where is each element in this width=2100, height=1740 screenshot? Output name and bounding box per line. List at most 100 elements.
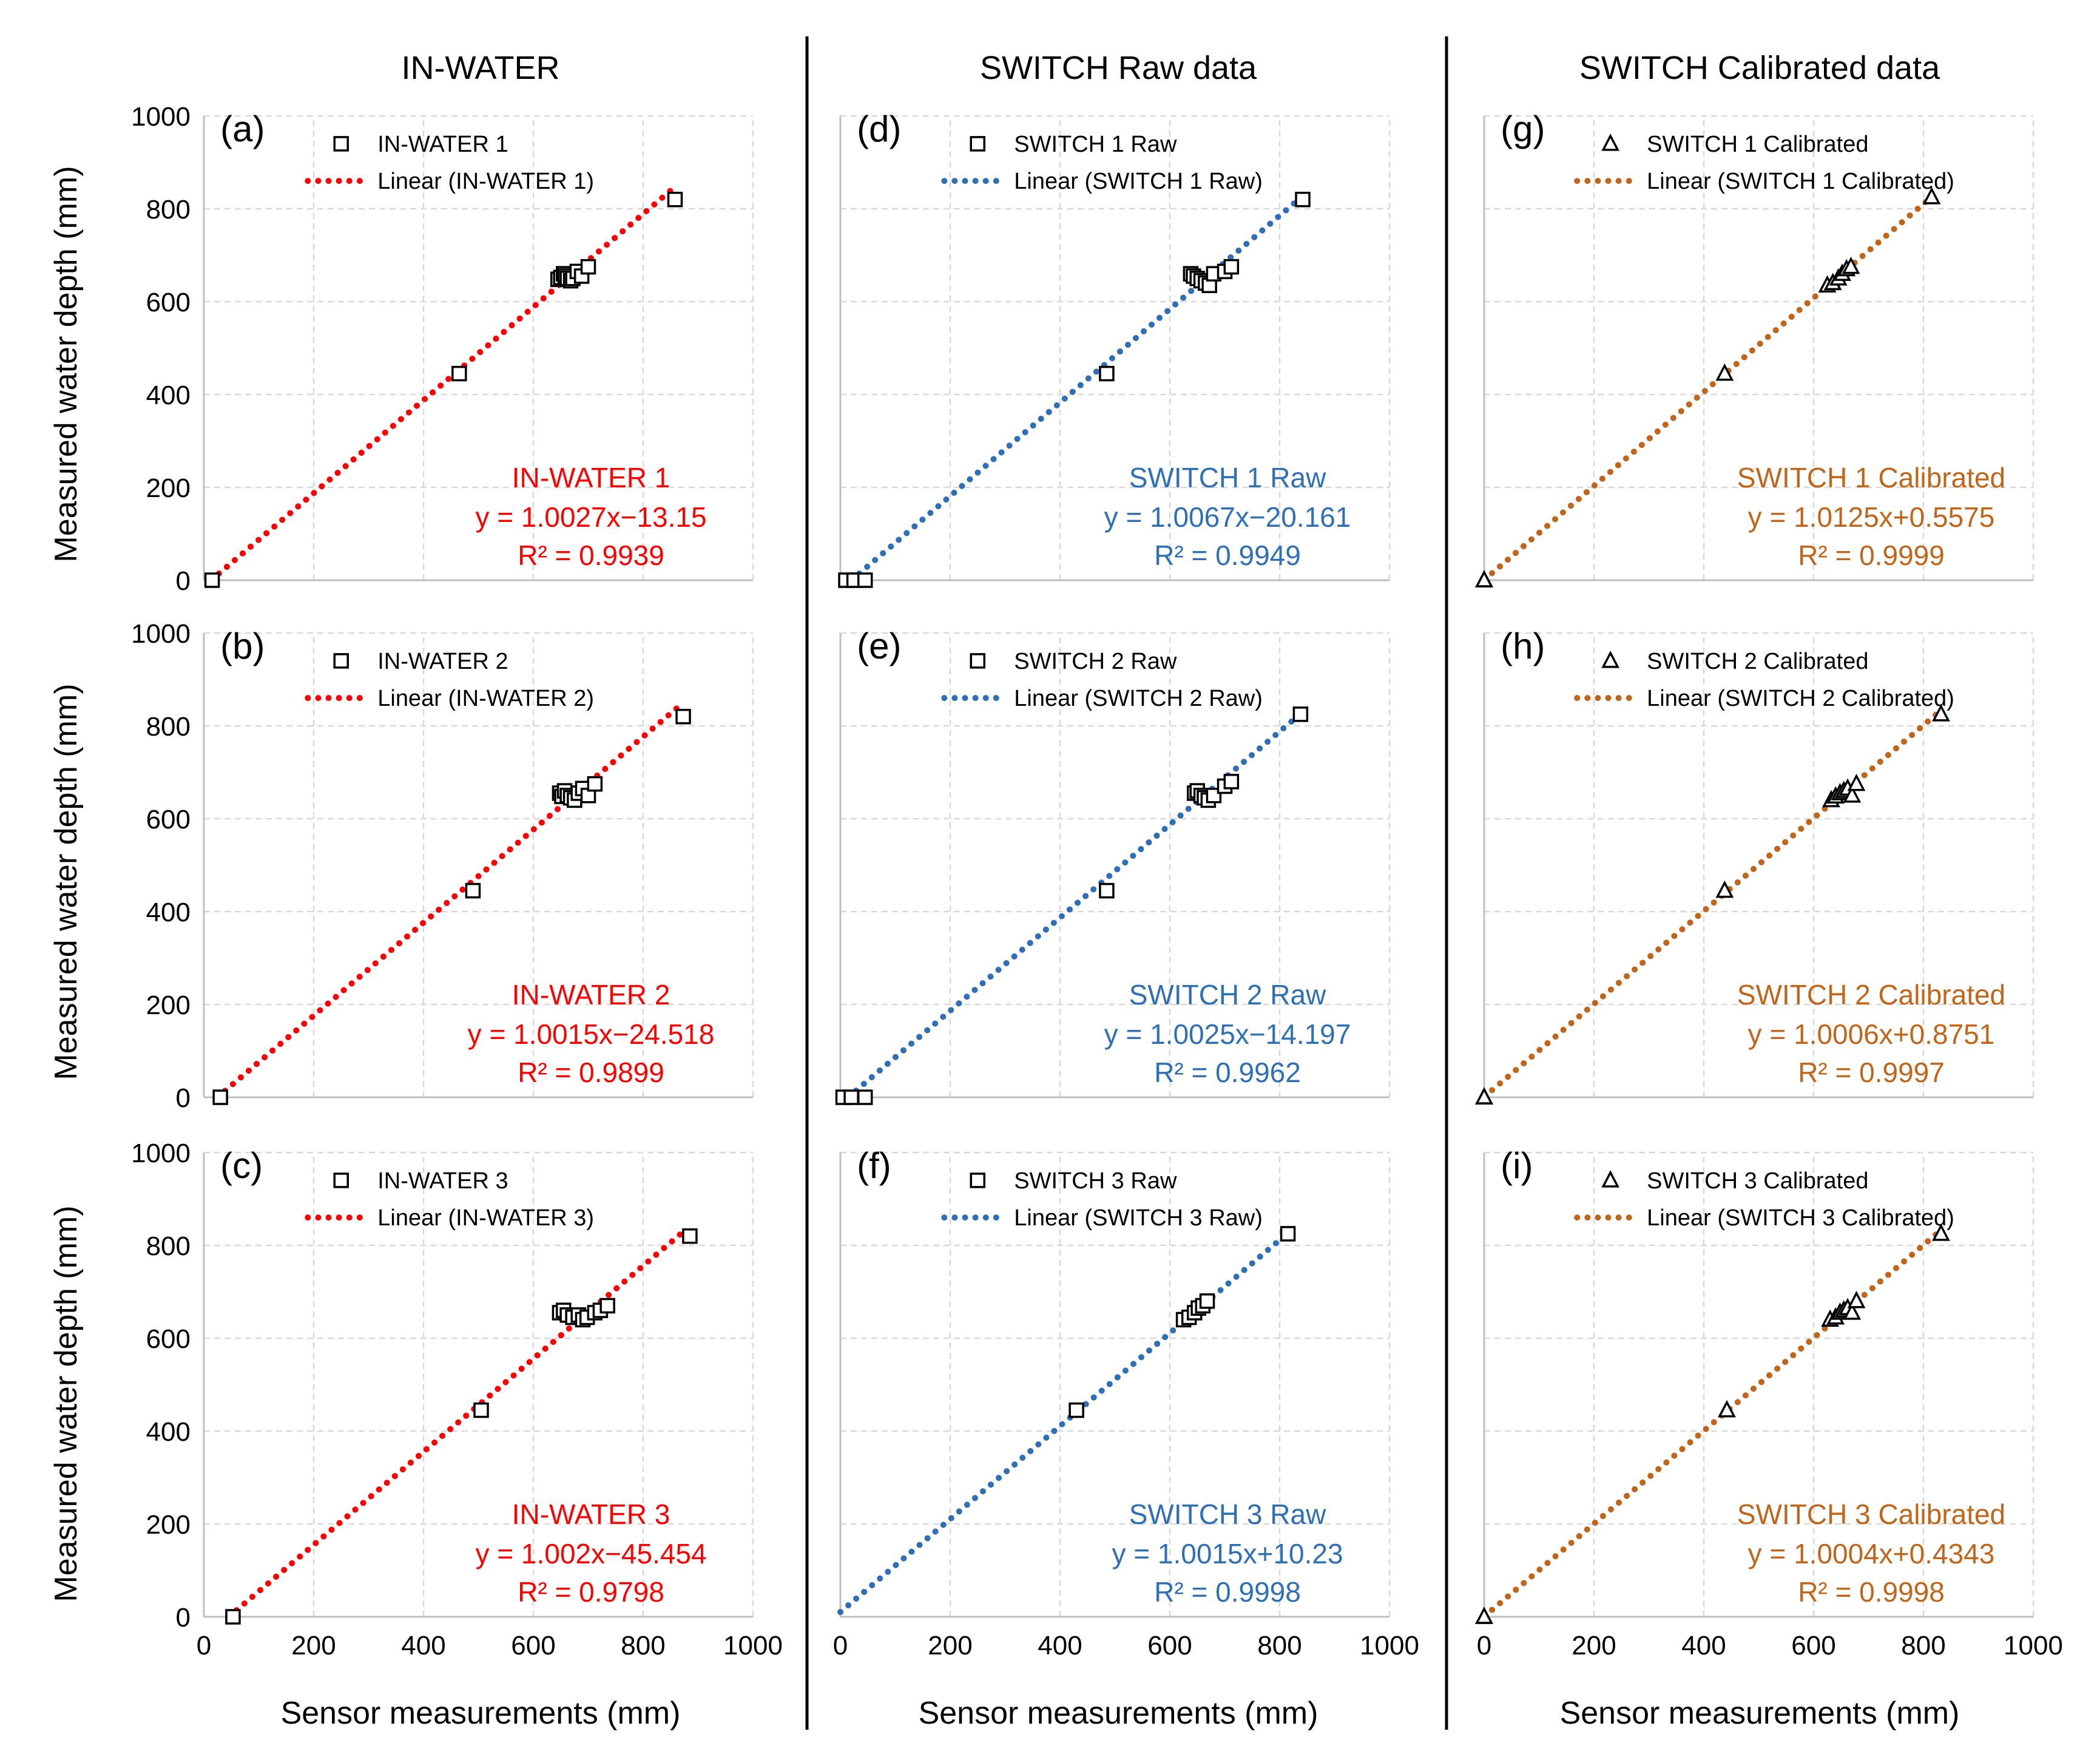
y-tick-label: 1000 — [131, 1139, 191, 1168]
data-point — [204, 572, 220, 588]
x-tick-label: 400 — [1038, 1631, 1082, 1660]
equation-title: SWITCH 1 Raw — [1129, 462, 1326, 493]
data-point — [1843, 1302, 1862, 1320]
data-point — [1475, 570, 1493, 587]
legend-trend-label: Linear (SWITCH 1 Raw) — [1014, 169, 1263, 194]
legend-series-label: SWITCH 2 Calibrated — [1647, 649, 1868, 674]
equation-text: y = 1.0004x+0.4343 — [1748, 1538, 1995, 1569]
x-tick-label: 1000 — [723, 1631, 783, 1660]
legend-series-label: SWITCH 3 Raw — [1014, 1168, 1177, 1194]
data-point — [1223, 259, 1240, 275]
data-point — [1292, 706, 1309, 722]
data-point — [225, 1609, 241, 1625]
legend-marker — [970, 653, 985, 669]
trendline — [1481, 1228, 1943, 1620]
panel-label: (c) — [220, 1145, 263, 1186]
legend-trend-label: Linear (SWITCH 2 Raw) — [1014, 686, 1263, 711]
data-point — [1069, 1402, 1084, 1418]
data-point — [1847, 1291, 1866, 1308]
data-point — [1847, 773, 1866, 791]
y-tick-label: 600 — [146, 1324, 191, 1354]
data-point — [1715, 363, 1734, 381]
panel-b: 0 200 400 600 800 1000 (b) IN-WATER 2 Linear (IN… — [131, 619, 754, 1113]
panel-a: 0 200 400 600 800 1000 (a) IN-WATER 1 Linear (IN… — [131, 102, 754, 596]
legend-marker — [333, 1173, 349, 1188]
equation-text: y = 1.0006x+0.8751 — [1748, 1018, 1995, 1050]
y-tick-label: 600 — [146, 288, 191, 317]
trendline — [1481, 708, 1943, 1100]
y-tick-label: 600 — [146, 805, 191, 834]
x-axis-label-col-3: Sensor measurements (mm) — [1560, 1696, 1960, 1731]
legend-series-label: SWITCH 2 Raw — [1014, 649, 1177, 674]
r-squared-text: R² = 0.9998 — [1154, 1576, 1301, 1608]
x-axis-label-col-2: Sensor measurements (mm) — [919, 1696, 1318, 1731]
y-tick-label: 1000 — [131, 102, 191, 132]
x-tick-label: 200 — [928, 1631, 972, 1660]
data-point — [675, 708, 691, 725]
legend-marker — [1601, 134, 1620, 151]
panel-e: (e) SWITCH 2 Raw Linear (SWITCH 2 Raw) SWIT… — [835, 626, 1391, 1105]
data-point — [1280, 1226, 1296, 1242]
legend-trend-label: Linear (SWITCH 1 Calibrated) — [1647, 169, 1954, 194]
panel-c: 0 200 400 600 800 1000 0 200 400 600 800 1000 (c) IN-… — [131, 1139, 783, 1660]
panel-i: 0 200 400 600 800 1000 (i) SWITCH 3 Calibrated L… — [1475, 1145, 2063, 1660]
y-tick-label: 800 — [146, 1231, 191, 1261]
equation-title: SWITCH 3 Raw — [1129, 1498, 1326, 1530]
legend-marker — [1601, 651, 1620, 668]
data-point — [599, 1298, 615, 1314]
panel-label: (a) — [220, 109, 265, 149]
x-tick-label: 1000 — [2004, 1631, 2063, 1660]
legend-series-label: SWITCH 3 Calibrated — [1647, 1168, 1868, 1194]
equation-title: SWITCH 1 Calibrated — [1737, 462, 2005, 493]
equation-text: y = 1.0025x−14.197 — [1104, 1018, 1351, 1050]
x-tick-label: 200 — [1572, 1631, 1616, 1660]
equation-title: SWITCH 2 Calibrated — [1737, 979, 2005, 1010]
data-point — [473, 1402, 489, 1418]
y-tick-label: 800 — [146, 195, 191, 225]
x-tick-label: 600 — [1791, 1631, 1835, 1660]
legend-trend-label: Linear (IN-WATER 1) — [377, 169, 594, 194]
trendline — [208, 183, 678, 584]
data-point — [857, 1089, 873, 1105]
data-point — [451, 365, 467, 382]
trendline — [225, 1227, 688, 1620]
panel-label: (h) — [1501, 626, 1545, 666]
r-squared-text: R² = 0.9798 — [518, 1576, 664, 1608]
data-point — [587, 776, 603, 792]
x-tick-label: 600 — [511, 1631, 555, 1660]
y-tick-label: 200 — [146, 1510, 191, 1540]
y-tick-label: 1000 — [131, 619, 191, 649]
x-tick-label: 200 — [291, 1631, 336, 1660]
r-squared-text: R² = 0.9962 — [1154, 1057, 1301, 1088]
x-tick-label: 0 — [1477, 1631, 1491, 1660]
data-point — [212, 1089, 228, 1105]
legend-marker — [970, 136, 985, 152]
data-point — [667, 191, 683, 208]
equation-title: SWITCH 3 Calibrated — [1737, 1498, 2005, 1530]
r-squared-text: R² = 0.9997 — [1798, 1057, 1945, 1088]
panel-f: 0 200 400 600 800 1000 (f) SWITCH 3 Raw Linear (… — [833, 1145, 1419, 1660]
legend-trend-label: Linear (SWITCH 2 Calibrated) — [1647, 686, 1954, 711]
equation-title: IN-WATER 1 — [512, 462, 670, 493]
panel-h: (h) SWITCH 2 Calibrated Linear (SWITCH 2 C… — [1475, 626, 2034, 1105]
legend-trend-label: Linear (SWITCH 3 Calibrated) — [1647, 1205, 1954, 1231]
y-tick-label: 200 — [146, 473, 191, 503]
x-tick-label: 0 — [833, 1631, 848, 1660]
equation-text: y = 1.0027x−13.15 — [475, 501, 706, 533]
data-point — [1842, 256, 1860, 274]
data-point — [843, 1089, 859, 1105]
panel-label: (g) — [1501, 109, 1545, 149]
data-point — [1475, 1087, 1493, 1105]
data-point — [465, 882, 481, 899]
legend-marker — [333, 136, 349, 152]
data-point — [682, 1228, 698, 1244]
panel-label: (d) — [857, 109, 901, 149]
legend-marker — [970, 1173, 985, 1188]
equation-title: SWITCH 2 Raw — [1129, 979, 1326, 1010]
equation-text: y = 1.0125x+0.5575 — [1748, 501, 1995, 533]
panel-label: (e) — [857, 626, 901, 666]
data-point — [1099, 365, 1115, 382]
r-squared-text: R² = 0.9949 — [1154, 540, 1301, 571]
y-tick-label: 400 — [146, 1417, 191, 1447]
legend-marker — [1601, 1170, 1620, 1188]
